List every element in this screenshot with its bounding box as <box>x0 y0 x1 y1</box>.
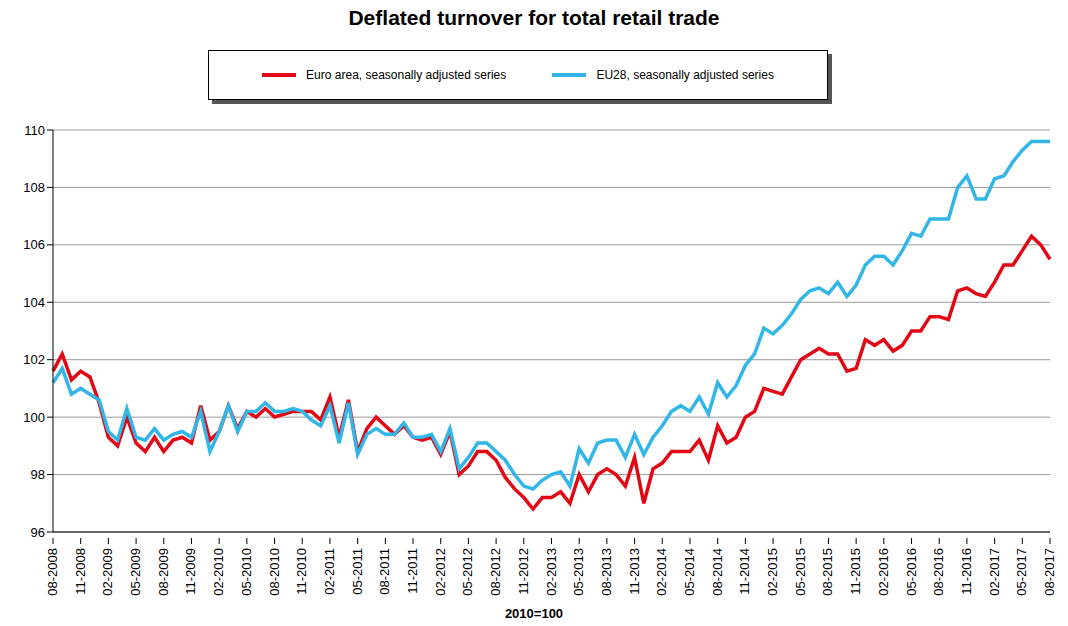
svg-text:11-2011: 11-2011 <box>405 548 420 594</box>
svg-text:05-2014: 05-2014 <box>682 548 697 596</box>
svg-text:02-2011: 02-2011 <box>322 548 337 595</box>
svg-text:02-2017: 02-2017 <box>987 548 1002 596</box>
svg-text:11-2009: 11-2009 <box>183 548 198 595</box>
svg-text:11-2014: 11-2014 <box>737 548 752 595</box>
html-text:EU28, seasonally adjusted seri: EU28, seasonally adjusted series <box>596 68 774 82</box>
svg-text:11-2010: 11-2010 <box>294 548 309 595</box>
svg-text:11-2015: 11-2015 <box>848 548 863 595</box>
svg-text:08-2008: 08-2008 <box>45 548 60 596</box>
svg-text:02-2014: 02-2014 <box>654 548 669 596</box>
svg-text:05-2010: 05-2010 <box>239 548 254 596</box>
svg-text:106: 106 <box>23 237 45 252</box>
svg-text:02-2009: 02-2009 <box>100 548 115 596</box>
svg-text:08-2015: 08-2015 <box>820 548 835 596</box>
svg-text:11-2016: 11-2016 <box>959 548 974 595</box>
svg-text:11-2008: 11-2008 <box>73 548 88 595</box>
html-text:2010=100: 2010=100 <box>504 606 564 621</box>
svg-text:05-2009: 05-2009 <box>128 548 143 596</box>
svg-text:11-2013: 11-2013 <box>627 548 642 595</box>
svg-text:05-2013: 05-2013 <box>571 548 586 596</box>
svg-text:100: 100 <box>23 410 45 425</box>
svg-text:08-2009: 08-2009 <box>156 548 171 596</box>
svg-text:11-2012: 11-2012 <box>516 548 531 595</box>
svg-text:08-2013: 08-2013 <box>599 548 614 596</box>
svg-text:98: 98 <box>31 467 45 482</box>
svg-text:08-2014: 08-2014 <box>710 548 725 596</box>
html-text:Euro area, seasonally adjusted: Euro area, seasonally adjusted series <box>306 68 507 82</box>
svg-text:08-2016: 08-2016 <box>931 548 946 596</box>
html-text:Deflated turnover for total re: Deflated turnover for total retail trade <box>348 6 720 29</box>
svg-text:08-2011: 08-2011 <box>377 548 392 595</box>
svg-text:102: 102 <box>23 352 45 367</box>
svg-text:02-2013: 02-2013 <box>544 548 559 596</box>
svg-text:05-2016: 05-2016 <box>904 548 919 596</box>
svg-text:96: 96 <box>31 525 45 540</box>
svg-text:08-2010: 08-2010 <box>267 548 282 596</box>
svg-text:108: 108 <box>23 180 45 195</box>
svg-text:110: 110 <box>24 123 45 138</box>
svg-text:104: 104 <box>23 295 45 310</box>
svg-text:05-2017: 05-2017 <box>1014 548 1029 596</box>
svg-text:05-2011: 05-2011 <box>350 548 365 595</box>
svg-text:08-2012: 08-2012 <box>488 548 503 596</box>
svg-text:02-2012: 02-2012 <box>433 548 448 596</box>
svg-text:08-2017: 08-2017 <box>1042 548 1057 596</box>
svg-text:02-2015: 02-2015 <box>765 548 780 596</box>
svg-text:05-2012: 05-2012 <box>460 548 475 596</box>
svg-text:02-2010: 02-2010 <box>211 548 226 596</box>
svg-text:02-2016: 02-2016 <box>876 548 891 596</box>
svg-text:05-2015: 05-2015 <box>793 548 808 596</box>
